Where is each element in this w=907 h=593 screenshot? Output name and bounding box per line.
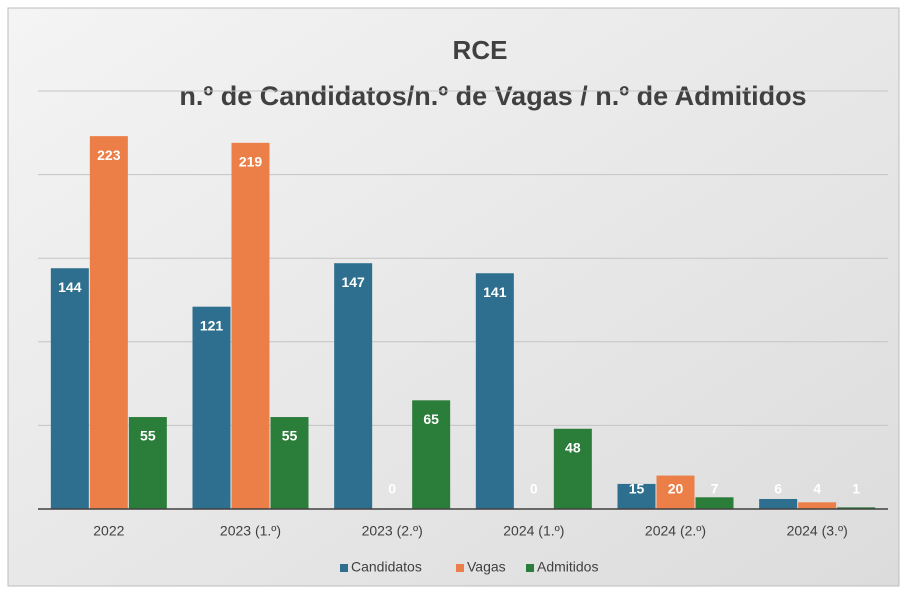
legend-label: Admitidos xyxy=(537,559,598,575)
bar xyxy=(695,497,734,509)
data-label: 223 xyxy=(97,147,121,163)
legend-swatch xyxy=(340,564,348,572)
bar xyxy=(656,475,695,509)
bar xyxy=(412,400,451,509)
chart-subtitle: n.º de Candidatos/n.º de Vagas / n.º de … xyxy=(179,81,806,111)
data-label: 121 xyxy=(200,317,224,333)
data-label: 0 xyxy=(388,481,396,497)
data-label: 7 xyxy=(711,481,719,497)
data-label: 1 xyxy=(852,481,860,497)
data-label: 144 xyxy=(58,279,82,295)
x-tick-label: 2024 (1.º) xyxy=(503,523,564,539)
data-label: 48 xyxy=(565,439,581,455)
legend-label: Vagas xyxy=(467,559,506,575)
legend-label: Candidatos xyxy=(351,559,422,575)
bar xyxy=(334,263,373,509)
data-label: 0 xyxy=(530,481,538,497)
bar xyxy=(192,306,231,509)
bar xyxy=(553,428,592,509)
data-label: 147 xyxy=(341,274,365,290)
bar xyxy=(128,417,167,509)
chart-title: RCE xyxy=(453,35,508,65)
bar xyxy=(270,417,309,509)
bar xyxy=(475,273,514,509)
data-label: 65 xyxy=(423,411,439,427)
x-tick-label: 2023 (2.º) xyxy=(362,523,423,539)
x-tick-label: 2023 (1.º) xyxy=(220,523,281,539)
data-label: 4 xyxy=(813,481,821,497)
x-tick-label: 2022 xyxy=(93,523,124,539)
x-tick-label: 2024 (3.º) xyxy=(787,523,848,539)
data-label: 219 xyxy=(239,154,263,170)
bar xyxy=(89,136,128,510)
data-label: 15 xyxy=(629,481,645,497)
legend-swatch xyxy=(456,564,464,572)
bar xyxy=(759,498,798,509)
data-label: 20 xyxy=(668,481,684,497)
data-label: 6 xyxy=(774,481,782,497)
data-label: 55 xyxy=(140,428,156,444)
bar xyxy=(50,268,89,509)
data-label: 55 xyxy=(282,428,298,444)
bar xyxy=(837,507,876,509)
bar xyxy=(231,142,270,509)
data-label: 141 xyxy=(483,284,507,300)
bar xyxy=(798,502,837,509)
x-tick-label: 2024 (2.º) xyxy=(645,523,706,539)
bar xyxy=(617,483,656,509)
legend-swatch xyxy=(526,564,534,572)
